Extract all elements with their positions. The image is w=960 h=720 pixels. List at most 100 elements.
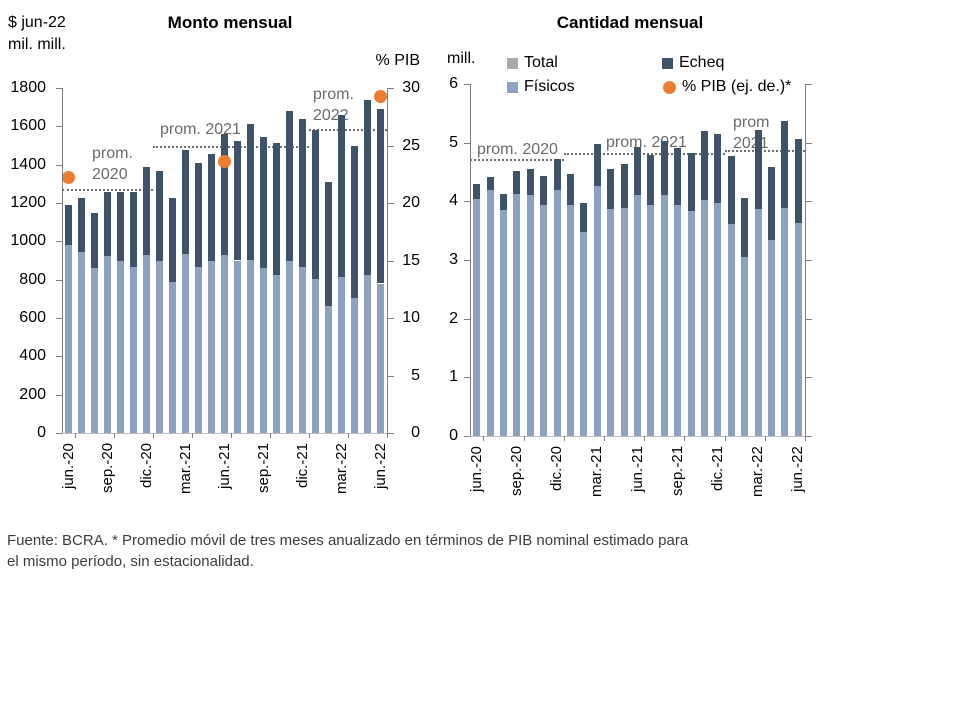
y-axis-tick <box>56 241 62 243</box>
bar-segment-echeq <box>701 130 708 200</box>
bar-segment-fisicos <box>325 305 332 433</box>
x-axis-tick <box>231 433 232 438</box>
y2-axis-tick <box>806 201 812 203</box>
bar-segment-echeq <box>473 184 481 199</box>
bar-segment-fisicos <box>647 204 655 436</box>
source-note-line2: el mismo período, sin estacionalidad. <box>7 553 254 570</box>
y-axis-tick <box>56 203 62 204</box>
y2-axis-tick <box>806 142 812 144</box>
bar-segment-fisicos <box>91 268 98 433</box>
bar-segment-fisicos <box>234 260 241 433</box>
y-axis-tick <box>56 394 62 396</box>
bar-segment-echeq <box>647 154 655 205</box>
bar-segment-echeq <box>234 140 241 261</box>
legend-swatch-pib-dot <box>663 81 676 94</box>
y2-tick-label: 10 <box>402 309 420 326</box>
bar-segment-echeq <box>593 143 601 187</box>
legend-swatch-total <box>507 58 518 69</box>
bar-segment-echeq <box>130 192 137 268</box>
legend-swatch-echeq <box>662 58 673 69</box>
bar-segment-fisicos <box>727 224 735 436</box>
bar-segment-fisicos <box>351 297 358 433</box>
y2-axis-tick <box>388 203 394 204</box>
x-axis-tick <box>805 436 806 441</box>
y-tick-label: 1600 <box>10 117 46 135</box>
bar-segment-echeq <box>607 169 615 209</box>
avg-annotation-label: prom 2021 <box>733 114 770 152</box>
bar-segment-fisicos <box>687 211 695 436</box>
bar-segment-fisicos <box>143 254 150 433</box>
bar-segment-fisicos <box>117 260 124 433</box>
bar-segment-echeq <box>553 158 561 191</box>
x-tick-label: jun.-20 <box>467 446 485 492</box>
bar-segment-echeq <box>143 166 150 255</box>
x-tick-label: sep.-20 <box>507 446 525 497</box>
y-axis-line <box>62 88 63 433</box>
y2-tick-label: 20 <box>402 194 420 211</box>
bar-segment-fisicos <box>486 189 494 436</box>
avg-dotted-line <box>724 150 805 153</box>
avg-dotted-line <box>470 159 564 162</box>
y-axis-tick <box>56 88 62 89</box>
bar-segment-fisicos <box>607 208 615 436</box>
avg-dotted-line <box>563 153 725 156</box>
bar-segment-echeq <box>540 176 548 205</box>
bar-segment-echeq <box>634 146 641 196</box>
y-axis-tick <box>464 377 470 379</box>
x-axis-tick <box>192 433 193 438</box>
bar-segment-echeq <box>364 99 371 275</box>
y-axis-tick <box>56 318 62 319</box>
y-tick-label: 0 <box>449 427 458 444</box>
x-tick-label: jun.-21 <box>628 446 646 492</box>
bar-segment-echeq <box>182 150 189 254</box>
x-tick-label: mar.-21 <box>588 446 606 497</box>
y-tick-label: 1000 <box>10 232 46 250</box>
y2-axis-tick <box>388 318 394 319</box>
bar-segment-echeq <box>312 130 319 279</box>
right-y-axis-unit: mill. <box>447 50 476 67</box>
avg-annotation-label: prom. 2021 <box>160 121 241 138</box>
x-axis-tick <box>523 436 525 441</box>
bar-segment-echeq <box>674 147 682 206</box>
left-y-axis-unit-line2: mil. mill. <box>8 36 66 53</box>
bar-segment-fisicos <box>286 260 293 433</box>
bar-segment-fisicos <box>754 208 762 436</box>
bar-segment-fisicos <box>221 254 228 433</box>
bar-segment-fisicos <box>338 276 345 433</box>
bar-segment-echeq <box>104 192 111 256</box>
bar-segment-echeq <box>117 191 124 261</box>
y2-axis-tick <box>806 436 812 437</box>
bar-segment-fisicos <box>156 260 163 433</box>
bar-segment-echeq <box>156 171 163 261</box>
x-axis-tick <box>724 436 726 441</box>
x-tick-label: dic.-21 <box>708 446 726 492</box>
bar-segment-echeq <box>299 118 306 268</box>
bar-segment-echeq <box>377 109 384 284</box>
bar-segment-echeq <box>754 129 762 209</box>
bar-segment-echeq <box>169 198 176 282</box>
left-y-axis-unit-line1: $ jun-22 <box>8 14 66 31</box>
y-axis-tick <box>56 164 62 166</box>
bar-segment-echeq <box>78 198 85 252</box>
y2-axis-tick <box>388 145 394 147</box>
bar-segment-fisicos <box>78 251 85 433</box>
bar-segment-fisicos <box>513 193 521 436</box>
left-y-axis-unit: $ jun-22 mil. mill. <box>8 12 66 56</box>
y-tick-label: 6 <box>449 75 458 92</box>
pib-axis-label: % PIB <box>375 52 420 69</box>
bar-segment-echeq <box>660 141 668 196</box>
bar-segment-echeq <box>727 156 735 225</box>
x-axis-tick <box>604 436 605 441</box>
bar-segment-fisicos <box>312 278 319 433</box>
bar-segment-fisicos <box>660 195 668 436</box>
y2-axis-tick <box>388 375 394 377</box>
bar-segment-fisicos <box>247 259 254 433</box>
y2-axis-tick <box>806 377 812 379</box>
bar-segment-echeq <box>567 173 574 206</box>
bar-segment-fisicos <box>104 255 111 433</box>
x-axis-tick <box>563 436 565 441</box>
y-axis-line <box>470 84 471 436</box>
x-tick-label: jun.-22 <box>789 446 807 492</box>
